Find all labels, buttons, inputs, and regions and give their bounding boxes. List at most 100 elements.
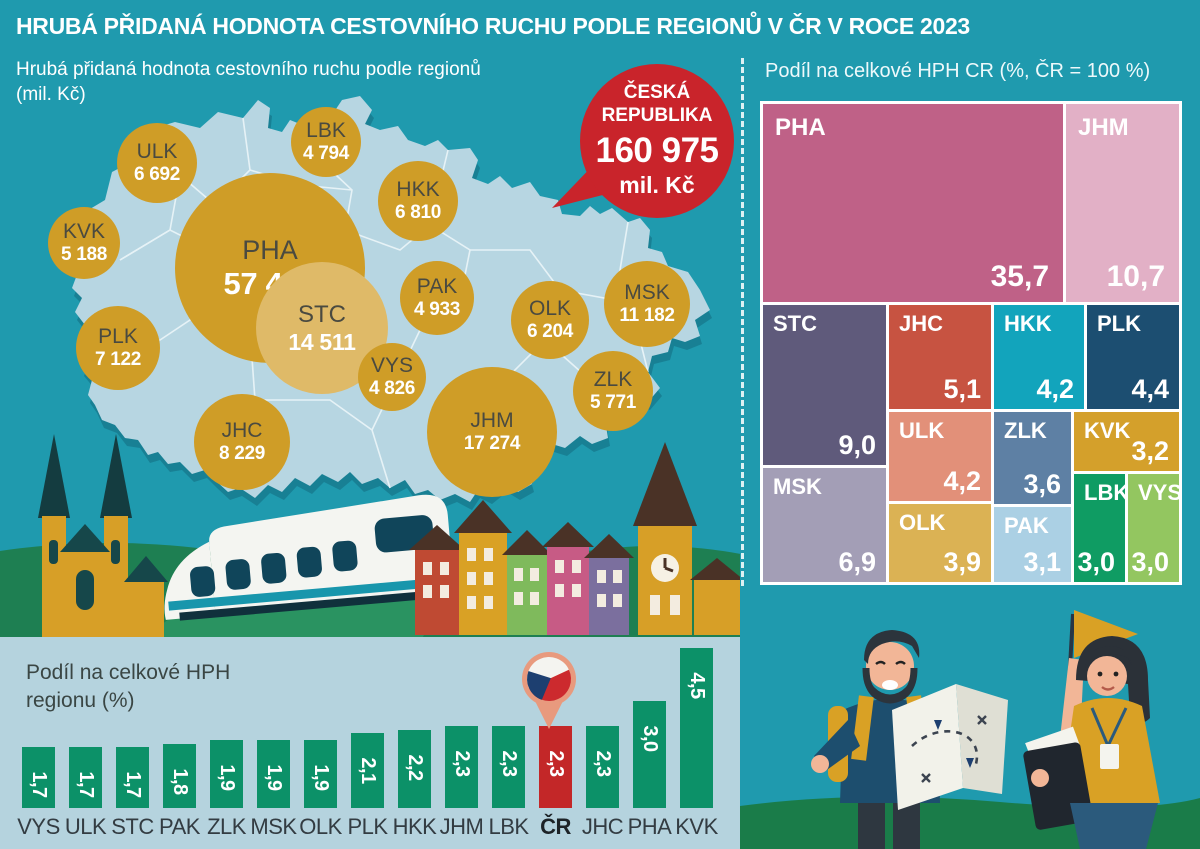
treemap-cell-value: 35,7 (990, 260, 1049, 293)
bar-label-HKK: HKK (392, 814, 437, 839)
region-value: 6 692 (133, 164, 181, 186)
bar-value: 3,0 (639, 725, 661, 752)
bar-ČR: 2,3 (539, 726, 572, 808)
treemap-cell-value: 3,0 (1131, 547, 1169, 577)
treemap-cell-HKK: HKK 4,2 (994, 305, 1084, 409)
region-code: ULK (136, 140, 178, 163)
tourist-man-icon (811, 630, 1008, 849)
bar-PAK: 1,8 (163, 744, 196, 808)
tourist-guide-woman-icon (1023, 610, 1160, 849)
treemap-cell-code: ZLK (1004, 418, 1047, 443)
region-code: PAK (416, 275, 458, 298)
region-code: HKK (396, 178, 440, 201)
region-code: ZLK (593, 368, 633, 391)
region-value: 14 511 (288, 328, 356, 355)
bar-ULK: 1,7 (69, 747, 102, 808)
treemap-cell-ULK: ULK 4,2 (889, 412, 991, 501)
treemap-cell-STC: STC 9,0 (763, 305, 886, 465)
bar-value: 1,9 (263, 764, 285, 791)
country-total-unit: mil. Kč (619, 172, 695, 198)
bar-value: 2,3 (592, 750, 614, 777)
bar-label-VYS: VYS (17, 814, 60, 839)
region-bubble-KVK: KVK 5 188 (48, 207, 120, 279)
bar-label-JHM: JHM (439, 814, 484, 839)
bar-PHA: 3,0 (633, 701, 666, 808)
bar-PLK: 2,1 (351, 733, 384, 808)
country-total-value: 160 975 (595, 131, 719, 170)
region-value: 8 229 (218, 443, 266, 465)
treemap-cell-value: 3,9 (943, 547, 981, 577)
region-value: 17 274 (463, 433, 521, 455)
treemap-cell-code: LBK (1084, 480, 1130, 505)
bar-label-OLK: OLK (299, 814, 342, 839)
treemap-cell-value: 3,2 (1131, 436, 1169, 466)
treemap-cell-code: PLK (1097, 311, 1141, 336)
treemap-cell-code: STC (773, 311, 817, 336)
region-value: 4 794 (302, 143, 350, 165)
bar-label-ČR: ČR (540, 814, 571, 839)
bar-ZLK: 1,9 (210, 740, 243, 808)
treemap: PHA 35,7 JHM 10,7 STC 9,0 MSK 6,9 JHC 5,1 HKK 4,2 PL… (760, 101, 1182, 585)
bar-label-KVK: KVK (675, 814, 718, 839)
bar-JHC: 2,3 (586, 726, 619, 808)
bar-label-PAK: PAK (159, 814, 200, 839)
region-code: OLK (528, 297, 572, 320)
region-code: VYS (370, 354, 414, 377)
treemap-cell-value: 5,1 (943, 374, 981, 404)
region-bubble-LBK: LBK 4 794 (291, 107, 361, 177)
bar-value: 2,3 (451, 750, 473, 777)
treemap-cell-value: 3,6 (1023, 469, 1061, 499)
bar-chart-title: Podíl na celkové HPH regionu (%) (26, 659, 230, 716)
bar-value: 1,7 (28, 771, 50, 798)
treemap-cell-LBK: LBK 3,0 (1074, 474, 1129, 582)
treemap-cell-value: 3,1 (1023, 547, 1061, 577)
treemap-cell-value: 6,9 (838, 547, 876, 577)
region-code: LBK (306, 119, 346, 142)
treemap-cell-MSK: MSK 6,9 (763, 468, 886, 582)
region-code: JHM (470, 409, 514, 432)
country-name-line1: ČESKÁ (623, 82, 691, 104)
region-value: 6 204 (526, 321, 574, 343)
country-total-bubble: ČESKÁ REPUBLIKA 160 975 mil. Kč (580, 64, 734, 218)
treemap-header: Podíl na celkové HPH CR (%, ČR = 100 %) (765, 60, 1151, 82)
bar-value: 4,5 (686, 672, 708, 699)
treemap-cell-code: MSK (773, 474, 822, 499)
bar-chart-title-line2: regionu (%) (26, 689, 135, 713)
map-subtitle-line1: Hrubá přidaná hodnota cestovního ruchu p… (16, 59, 481, 80)
region-value: 11 182 (619, 305, 675, 327)
bar-value: 1,9 (310, 764, 332, 791)
region-bubble-ULK: ULK 6 692 (117, 123, 197, 203)
region-bubble-PAK: PAK 4 933 (400, 261, 474, 335)
treemap-cell-KVK: KVK 3,2 (1074, 412, 1179, 471)
treemap-cell-code: HKK (1004, 311, 1052, 336)
treemap-cell-code: PAK (1004, 513, 1049, 538)
treemap-cell-value: 4,4 (1131, 374, 1169, 404)
region-bubble-JHC: JHC 8 229 (194, 394, 290, 490)
bar-label-ZLK: ZLK (207, 814, 246, 839)
treemap-cell-OLK: OLK 3,9 (889, 504, 991, 582)
treemap-cell-code: ULK (899, 418, 945, 443)
region-code: MSK (624, 281, 670, 304)
cathedral-icon (38, 434, 168, 638)
bar-value: 1,7 (122, 771, 144, 798)
region-code: JHC (221, 419, 263, 442)
page-title: HRUBÁ PŘIDANÁ HODNOTA CESTOVNÍHO RUCHU P… (16, 13, 970, 39)
bar-value: 2,3 (545, 750, 567, 777)
region-value: 5 771 (589, 392, 637, 414)
bar-label-PHA: PHA (627, 814, 672, 839)
region-code: KVK (62, 220, 106, 243)
train-icon (164, 494, 455, 621)
bar-chart-title-line1: Podíl na celkové HPH (26, 661, 231, 684)
treemap-cell-code: KVK (1084, 418, 1131, 443)
bar-value: 1,7 (75, 771, 97, 798)
treemap-cell-JHM: JHM 10,7 (1066, 104, 1179, 302)
region-code: PLK (98, 325, 138, 348)
treemap-cell-ZLK: ZLK 3,6 (994, 412, 1071, 504)
bar-value: 1,9 (216, 764, 238, 791)
region-value: 5 188 (60, 244, 108, 266)
region-bubble-OLK: OLK 6 204 (511, 281, 589, 359)
region-bubble-ZLK: ZLK 5 771 (573, 351, 653, 431)
region-bubble-JHM: JHM 17 274 (427, 367, 557, 497)
map-subtitle-line2: (mil. Kč) (16, 83, 86, 105)
bar-label-JHC: JHC (581, 814, 624, 839)
